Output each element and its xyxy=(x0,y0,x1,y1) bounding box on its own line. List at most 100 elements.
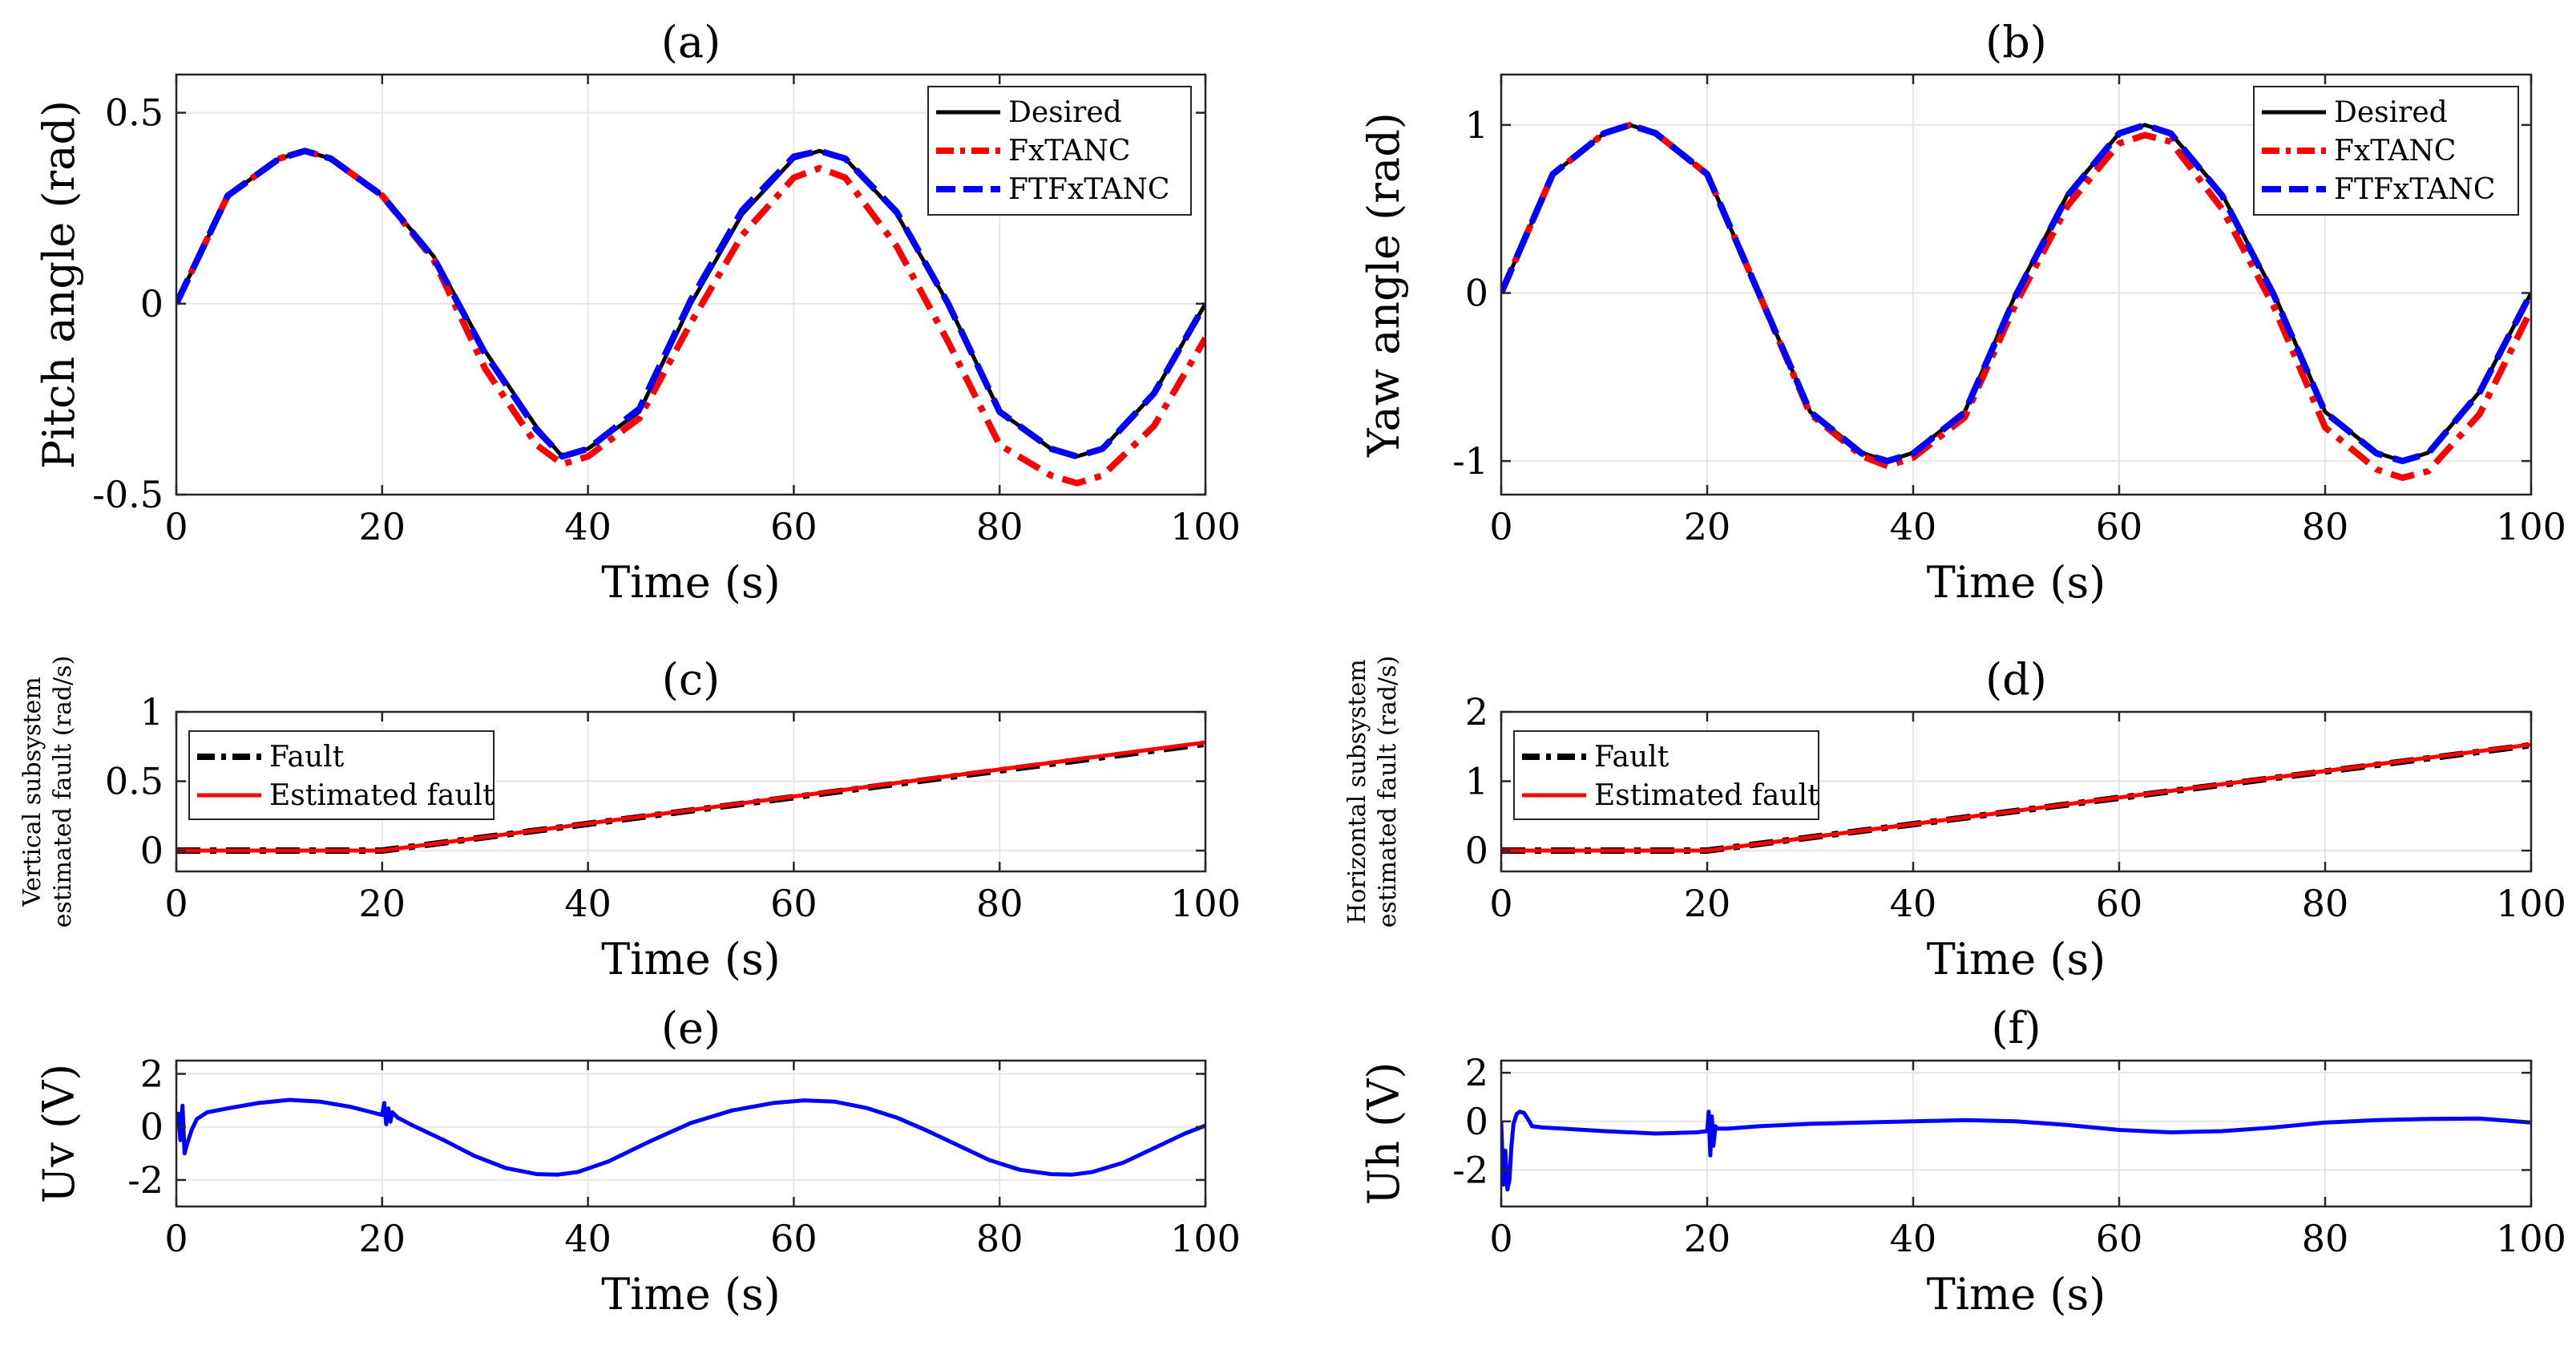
panel-title: (f) xyxy=(1991,1003,2041,1053)
y-tick-label: 0.5 xyxy=(105,91,164,135)
legend-label: FxTANC xyxy=(1008,135,1130,168)
x-tick-label: 80 xyxy=(976,882,1024,925)
x-tick-label: 100 xyxy=(2496,882,2566,925)
x-tick-label: 60 xyxy=(2096,505,2143,548)
x-axis-label: Time (s) xyxy=(601,557,780,608)
x-tick-label: 60 xyxy=(770,505,818,548)
legend: Fault Estimated fault xyxy=(188,730,495,820)
legend: Desired FxTANC FTFxTANC xyxy=(927,86,1192,216)
x-tick-label: 0 xyxy=(1489,505,1512,548)
y-tick-label: 2 xyxy=(140,1053,164,1096)
x-tick-label: 40 xyxy=(1890,882,1937,925)
plot-frame xyxy=(175,710,1207,873)
plot-frame xyxy=(175,1059,1207,1208)
panel-d: 0 20 40 60 80 100 0 1 2 (d) Time (s) Horizontal sub… xyxy=(1343,654,2566,984)
x-tick-label: 0 xyxy=(164,1217,188,1260)
y-tick-label: 0 xyxy=(140,1105,164,1149)
panel-title: (c) xyxy=(662,654,720,705)
x-tick-label: 60 xyxy=(770,1217,818,1260)
x-tick-label: 80 xyxy=(976,505,1024,548)
legend-label: Estimated fault xyxy=(269,779,495,812)
panel-c: 0 20 40 60 80 100 0 0.5 1 (c) Time (s) Vertical sub… xyxy=(18,654,1241,984)
x-tick-label: 20 xyxy=(1684,1217,1731,1260)
x-tick-label: 100 xyxy=(1170,505,1241,548)
x-tick-label: 40 xyxy=(564,1217,612,1260)
x-tick-label: 40 xyxy=(1890,505,1937,548)
plot-frame xyxy=(1500,1059,2533,1208)
x-tick-label: 60 xyxy=(770,882,818,925)
panel-f: 0 20 40 60 80 100-202(f)Time (s)Uh (V) xyxy=(1359,1003,2566,1320)
y-axis-label: Pitch angle (rad) xyxy=(34,100,84,469)
y-axis-label-line: Horizontal subsystem xyxy=(1343,659,1371,924)
series-line-ftfxtanc xyxy=(176,148,1205,460)
x-tick-label: 20 xyxy=(1684,505,1731,548)
series-line-uv xyxy=(176,1097,1205,1177)
x-axis-label: Time (s) xyxy=(601,934,780,984)
legend-box xyxy=(1513,730,1819,820)
y-axis-label-line: Vertical subsystem xyxy=(18,677,46,907)
legend-label: FTFxTANC xyxy=(2334,173,2495,206)
y-tick-label: -2 xyxy=(127,1158,164,1202)
x-tick-label: 40 xyxy=(1890,1217,1937,1260)
y-axis-label-line: estimated fault (rad/s) xyxy=(1374,656,1402,928)
legend-label: Desired xyxy=(2334,96,2448,129)
panel-title: (b) xyxy=(1985,17,2047,67)
y-axis-label: Uh (V) xyxy=(1359,1062,1409,1206)
x-tick-label: 80 xyxy=(976,1217,1024,1260)
y-tick-label: 0 xyxy=(140,829,164,872)
x-tick-label: 20 xyxy=(359,1217,406,1260)
x-tick-label: 0 xyxy=(164,882,188,925)
x-tick-label: 80 xyxy=(2302,882,2349,925)
panel-title: (a) xyxy=(661,17,721,67)
panel-title: (d) xyxy=(1985,654,2047,705)
y-tick-label: 1 xyxy=(1465,760,1488,803)
y-tick-label: 0 xyxy=(1465,1100,1488,1143)
x-tick-label: 100 xyxy=(2496,505,2566,548)
plot-frame xyxy=(1500,710,2533,873)
y-axis-label: Yaw angle (rad) xyxy=(1359,112,1409,458)
x-tick-label: 20 xyxy=(359,882,406,925)
legend-label: Desired xyxy=(1008,96,1122,129)
panel-title: (e) xyxy=(661,1003,721,1053)
x-tick-label: 20 xyxy=(359,505,406,548)
legend: Desired FxTANC FTFxTANC xyxy=(2253,86,2519,216)
y-tick-label: 2 xyxy=(1465,1051,1488,1094)
y-tick-label: 0 xyxy=(1465,271,1488,314)
panel-a: 0 20 40 60 80 100-0.500.5(a)Time (s)Pitch ang… xyxy=(34,17,1241,608)
y-tick-label: -0.5 xyxy=(92,473,164,516)
y-tick-label: 0 xyxy=(1465,829,1488,872)
legend-label: Fault xyxy=(1594,741,1670,774)
x-tick-label: 40 xyxy=(564,882,612,925)
plot-frame xyxy=(1500,73,2533,496)
x-tick-label: 100 xyxy=(2496,1217,2566,1260)
x-axis-label: Time (s) xyxy=(601,1269,780,1320)
x-tick-label: 60 xyxy=(2096,882,2143,925)
y-axis-label: Uv (V) xyxy=(34,1064,84,1203)
x-tick-label: 40 xyxy=(564,505,612,548)
y-tick-label: 1 xyxy=(1465,103,1488,147)
x-axis-label: Time (s) xyxy=(1927,557,2106,608)
x-axis-label: Time (s) xyxy=(1927,934,2106,984)
x-tick-label: 0 xyxy=(164,505,188,548)
series-line-estimated-fault xyxy=(1501,742,2531,853)
legend-box xyxy=(188,730,495,820)
x-tick-label: 100 xyxy=(1170,882,1241,925)
legend-label: FxTANC xyxy=(2334,135,2456,168)
legend: Fault Estimated fault xyxy=(1513,730,1819,820)
panel-b: 0 20 40 60 80 100-101(b)Time (s)Yaw angle (ra… xyxy=(1359,17,2566,608)
x-tick-label: 60 xyxy=(2096,1217,2143,1260)
x-tick-label: 0 xyxy=(1489,1217,1512,1260)
x-tick-label: 80 xyxy=(2302,505,2349,548)
y-tick-label: 2 xyxy=(1465,690,1488,734)
y-tick-label: -1 xyxy=(1452,439,1488,483)
y-tick-label: -2 xyxy=(1452,1149,1488,1192)
series-line-ftfxtanc xyxy=(1501,121,2531,465)
x-tick-label: 100 xyxy=(1170,1217,1241,1260)
legend-label: Estimated fault xyxy=(1594,779,1819,812)
x-tick-label: 80 xyxy=(2302,1217,2349,1260)
x-tick-label: 0 xyxy=(1489,882,1512,925)
y-tick-label: 0.5 xyxy=(105,760,164,803)
y-tick-label: 0 xyxy=(140,282,164,325)
panel-e: 0 20 40 60 80 100-202(e)Time (s)Uv (V) xyxy=(34,1003,1241,1320)
